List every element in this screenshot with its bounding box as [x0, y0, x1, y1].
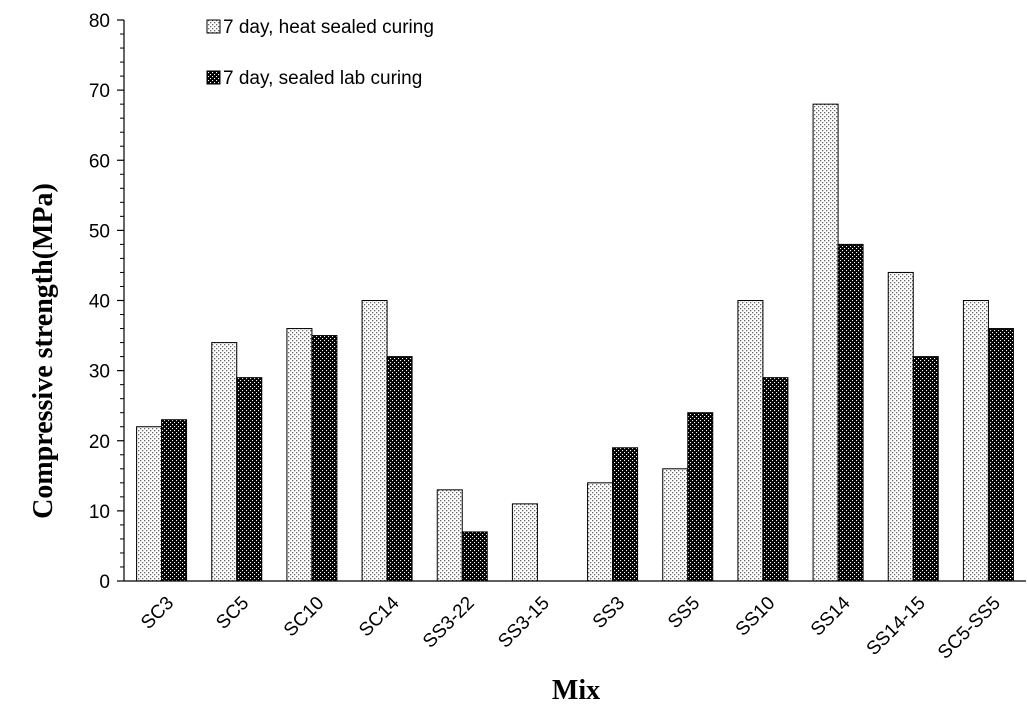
bar-ss14-series-1 [812, 103, 839, 582]
bar-sc10-series-2 [311, 335, 338, 582]
bar-ss5-series-2 [687, 412, 714, 582]
x-tick-label-ss10: SS10 [732, 593, 780, 641]
bar-ss5-series-1 [662, 468, 689, 582]
y-tick-label: 60 [89, 151, 110, 172]
bar-ss10-series-2 [762, 377, 789, 582]
bar-sc3-series-1 [136, 426, 163, 582]
bar-sc5-series-2 [236, 377, 263, 582]
y-tick-label: 50 [89, 221, 110, 242]
bar-ss14-15-series-1 [887, 271, 914, 582]
y-tick-label: 80 [89, 11, 110, 32]
axes-layer [117, 19, 1026, 582]
bar-sc5-ss5-series-1 [962, 300, 989, 582]
y-axis-title: Compressive strength(MPa) [28, 183, 59, 519]
bar-sc14-series-1 [361, 300, 388, 582]
bar-ss3-series-1 [587, 482, 614, 582]
y-tick-label: 70 [89, 81, 110, 102]
x-tick-label-sc5-ss5: SC5-SS5 [934, 593, 1005, 664]
x-tick-label-sc10: SC10 [280, 593, 328, 641]
x-tick-label-sc5: SC5 [212, 593, 253, 634]
legend-label-heat-sealed: 7 day, heat sealed curing [223, 17, 434, 38]
legend: 7 day, heat sealed curing 7 day, sealed … [206, 17, 434, 89]
x-tick-label-ss14-15: SS14-15 [863, 593, 930, 660]
y-tick-label: 0 [99, 572, 110, 593]
bar-ss14-series-2 [837, 243, 864, 582]
x-tick-label-ss3-22: SS3-22 [419, 593, 479, 653]
y-tick-label: 20 [89, 432, 110, 453]
bar-sc3-series-2 [161, 419, 188, 582]
y-tick-label: 10 [89, 502, 110, 523]
bar-sc5-ss5-series-2 [987, 328, 1014, 582]
legend-label-lab-sealed: 7 day, sealed lab curing [223, 68, 422, 89]
bar-ss3-22-series-1 [436, 489, 463, 582]
bar-ss3-series-2 [612, 447, 639, 582]
bars-layer [136, 103, 1014, 582]
x-tick-labels: SC3 SC5 SC10 SC14 SS3-22 SS3-15 SS3 SS5 SS10 SS14… [137, 592, 1005, 663]
x-tick-label-ss5: SS5 [664, 593, 704, 633]
x-tick-label-sc3: SC3 [137, 593, 178, 634]
x-tick-label-ss3-15: SS3-15 [494, 593, 554, 653]
bar-sc10-series-1 [286, 328, 313, 582]
x-tick-label-ss14: SS14 [807, 592, 855, 640]
bar-ss3-22-series-2 [461, 531, 488, 582]
bar-ss14-15-series-2 [912, 356, 939, 582]
x-tick-label-sc14: SC14 [355, 592, 404, 641]
x-axis-title: Mix [552, 675, 600, 706]
bar-sc14-series-2 [386, 356, 413, 582]
legend-swatch-heat-sealed [206, 19, 221, 34]
bar-ss3-15-series-1 [511, 503, 538, 582]
y-tick-label: 40 [89, 292, 110, 313]
y-tick-label: 30 [89, 362, 110, 383]
x-tick-label-ss3: SS3 [589, 593, 629, 633]
legend-swatch-lab-sealed [206, 70, 221, 85]
y-tick-labels: 0 10 20 30 40 50 60 70 80 [89, 11, 110, 593]
bar-ss10-series-1 [737, 300, 764, 582]
bar-sc5-series-1 [211, 342, 238, 582]
